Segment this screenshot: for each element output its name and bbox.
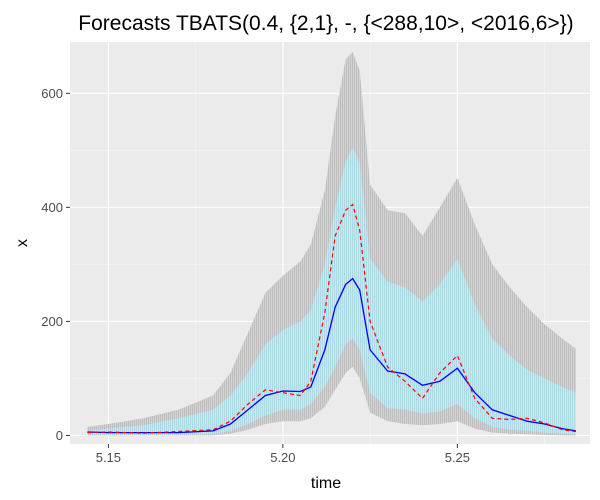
prediction-interval-80: [87, 147, 577, 435]
axis-tick-labels: 5.15 5.20 5.25 0 200 400 600: [41, 86, 470, 465]
x-tick-label: 5.15: [96, 450, 121, 465]
y-axis-title: x: [14, 239, 31, 247]
prediction-intervals: [87, 52, 577, 436]
x-tick-label: 5.25: [445, 450, 470, 465]
forecast-line: [87, 277, 577, 434]
chart-title: Forecasts TBATS(0.4, {2,1}, -, {<288,10>…: [78, 12, 573, 35]
x-axis-title: time: [311, 475, 341, 492]
series-lines: [87, 203, 577, 434]
y-tick-label: 400: [41, 200, 63, 215]
y-tick-label: 200: [41, 314, 63, 329]
y-tick-label: 0: [56, 428, 63, 443]
x-tick-label: 5.20: [270, 450, 295, 465]
axis-ticks: [66, 92, 458, 448]
y-tick-label: 600: [41, 86, 63, 101]
actual-line: [87, 203, 577, 434]
